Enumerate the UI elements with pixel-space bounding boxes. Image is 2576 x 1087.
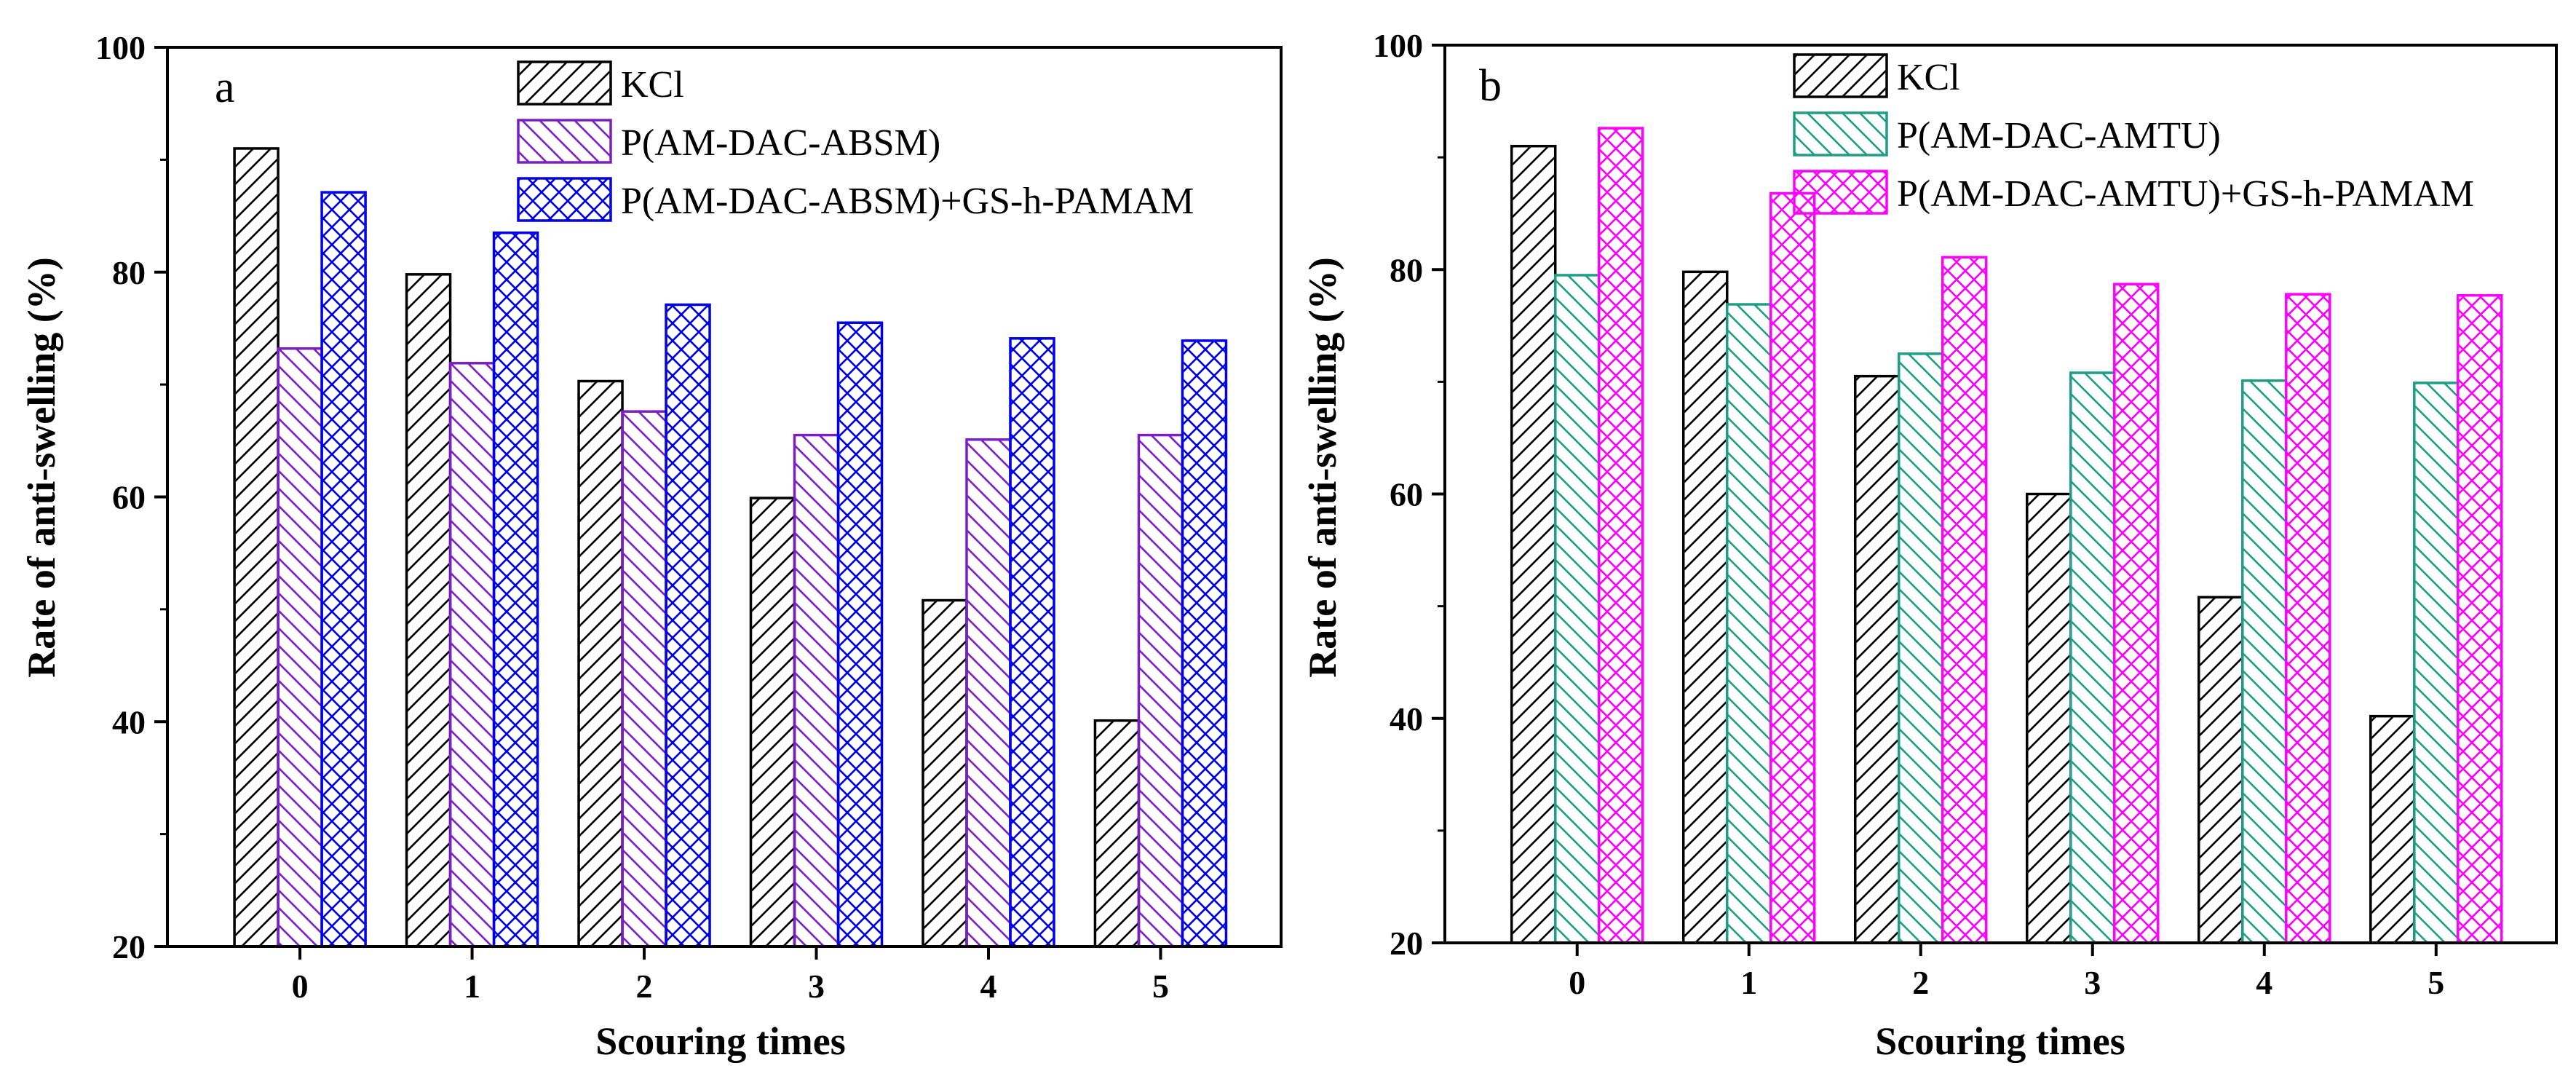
x-tick-label: 0 xyxy=(292,968,309,1005)
bar-kcl-1 xyxy=(405,273,452,948)
panel-letter: b xyxy=(1479,61,1502,111)
y-axis-title: Rate of anti-swelling (%) xyxy=(20,257,63,677)
x-tick-label: 5 xyxy=(2428,964,2444,1001)
bar-p-am-dac-absm--3 xyxy=(793,433,840,948)
bar-p-am-dac-amtu--3 xyxy=(2069,371,2116,944)
x-tick-label: 2 xyxy=(1912,964,1929,1001)
chart-panel-b: Rate of anti-swelling (%) Scouring times… xyxy=(1301,27,2558,1063)
legend-label: KCl xyxy=(621,64,684,106)
bar-kcl-5 xyxy=(1093,719,1141,948)
bar-kcl-0 xyxy=(233,147,280,948)
bar-kcl-4 xyxy=(922,598,968,948)
x-tick-label: 1 xyxy=(1740,964,1757,1001)
bar-p-am-dac-absm-gs-h-pamam-5 xyxy=(1181,339,1228,948)
x-axis-title: Scouring times xyxy=(1875,1019,2125,1063)
bar-kcl-4 xyxy=(2197,596,2244,944)
legend-swatch xyxy=(1793,111,1888,157)
y-axis-title: Rate of anti-swelling (%) xyxy=(1301,257,1344,677)
y-tick-label: 20 xyxy=(112,928,146,965)
bar-p-am-dac-amtu--2 xyxy=(1898,352,1944,944)
x-tick-label: 4 xyxy=(980,968,996,1005)
x-tick-label: 4 xyxy=(2256,964,2272,1001)
x-tick-label: 3 xyxy=(808,968,825,1005)
bar-p-am-dac-amtu-gs-h-pamam-1 xyxy=(1769,191,1816,944)
bar-p-am-dac-amtu-gs-h-pamam-0 xyxy=(1597,127,1644,944)
bar-p-am-dac-amtu--5 xyxy=(2413,382,2460,944)
bar-p-am-dac-absm--4 xyxy=(965,438,1012,948)
bars-layer xyxy=(1510,127,2503,944)
legend-swatch xyxy=(1793,170,1888,215)
y-tick-label: 100 xyxy=(1373,27,1423,64)
bar-p-am-dac-absm--1 xyxy=(448,362,496,948)
x-tick-label: 1 xyxy=(464,968,480,1005)
bar-kcl-0 xyxy=(1510,144,1557,944)
bar-p-am-dac-amtu-gs-h-pamam-3 xyxy=(2113,282,2160,944)
y-tick-label: 20 xyxy=(1390,925,1423,962)
bar-p-am-dac-amtu--0 xyxy=(1553,274,1601,944)
bar-p-am-dac-amtu-gs-h-pamam-5 xyxy=(2457,293,2503,944)
y-tick-label: 80 xyxy=(1390,251,1423,288)
bar-p-am-dac-absm--0 xyxy=(277,347,323,948)
x-axis-title: Scouring times xyxy=(595,1019,846,1063)
bar-kcl-1 xyxy=(1681,270,1729,944)
chart-panel-a: Rate of anti-swelling (%) Scouring times… xyxy=(20,29,1283,1063)
x-tick-label: 3 xyxy=(2084,964,2101,1001)
bars-layer xyxy=(233,147,1228,948)
legend: KCl P(AM-DAC-AMTU) P(AM-DAC-AMTU)+GS-h-PAM… xyxy=(1793,53,2474,215)
bar-p-am-dac-amtu--1 xyxy=(1725,303,1772,944)
ticks-layer: 20 40 60 80 100 0 1 2 3 4 5 xyxy=(1373,27,2444,1001)
bar-p-am-dac-absm-gs-h-pamam-3 xyxy=(836,321,884,948)
legend-label: P(AM-DAC-ABSM)+GS-h-PAMAM xyxy=(621,181,1194,222)
bar-p-am-dac-absm-gs-h-pamam-4 xyxy=(1009,337,1055,948)
plot-frame xyxy=(166,46,1283,948)
legend-label: KCl xyxy=(1897,57,1960,98)
legend-swatch xyxy=(517,60,612,106)
x-tick-label: 0 xyxy=(1569,964,1585,1001)
x-tick-label: 5 xyxy=(1152,968,1169,1005)
legend-label: P(AM-DAC-ABSM) xyxy=(621,122,940,164)
bar-kcl-3 xyxy=(749,497,796,948)
bar-kcl-2 xyxy=(1854,374,1901,944)
bar-p-am-dac-amtu-gs-h-pamam-4 xyxy=(2285,293,2331,944)
bar-kcl-2 xyxy=(577,379,624,948)
bar-p-am-dac-absm--2 xyxy=(621,410,667,948)
bar-kcl-5 xyxy=(2369,714,2416,944)
y-tick-label: 40 xyxy=(112,703,146,740)
legend-swatch xyxy=(1793,53,1888,98)
y-tick-label: 40 xyxy=(1390,700,1423,738)
bar-p-am-dac-absm-gs-h-pamam-0 xyxy=(320,191,367,948)
legend-label: P(AM-DAC-AMTU)+GS-h-PAMAM xyxy=(1897,173,2474,215)
bar-p-am-dac-amtu-gs-h-pamam-2 xyxy=(1941,256,1988,944)
y-tick-label: 100 xyxy=(95,29,146,66)
y-tick-label: 60 xyxy=(112,479,146,516)
legend-label: P(AM-DAC-AMTU) xyxy=(1897,115,2221,157)
bar-p-am-dac-absm--5 xyxy=(1137,433,1184,948)
ticks-layer: 20 40 60 80 100 0 1 2 3 4 5 xyxy=(95,29,1169,1005)
legend-swatch xyxy=(517,119,612,164)
bar-p-am-dac-absm-gs-h-pamam-1 xyxy=(492,231,539,948)
y-tick-label: 80 xyxy=(112,254,146,291)
bar-kcl-3 xyxy=(2026,492,2072,944)
y-tick-label: 60 xyxy=(1390,476,1423,513)
x-tick-label: 2 xyxy=(636,968,653,1005)
legend-swatch xyxy=(517,177,612,222)
panel-letter: a xyxy=(215,63,235,112)
legend: KCl P(AM-DAC-ABSM) P(AM-DAC-ABSM)+GS-h-PAM… xyxy=(517,60,1194,222)
plot-frame xyxy=(1443,44,2558,944)
bar-p-am-dac-absm-gs-h-pamam-2 xyxy=(665,303,711,948)
bar-p-am-dac-amtu--4 xyxy=(2241,379,2288,944)
